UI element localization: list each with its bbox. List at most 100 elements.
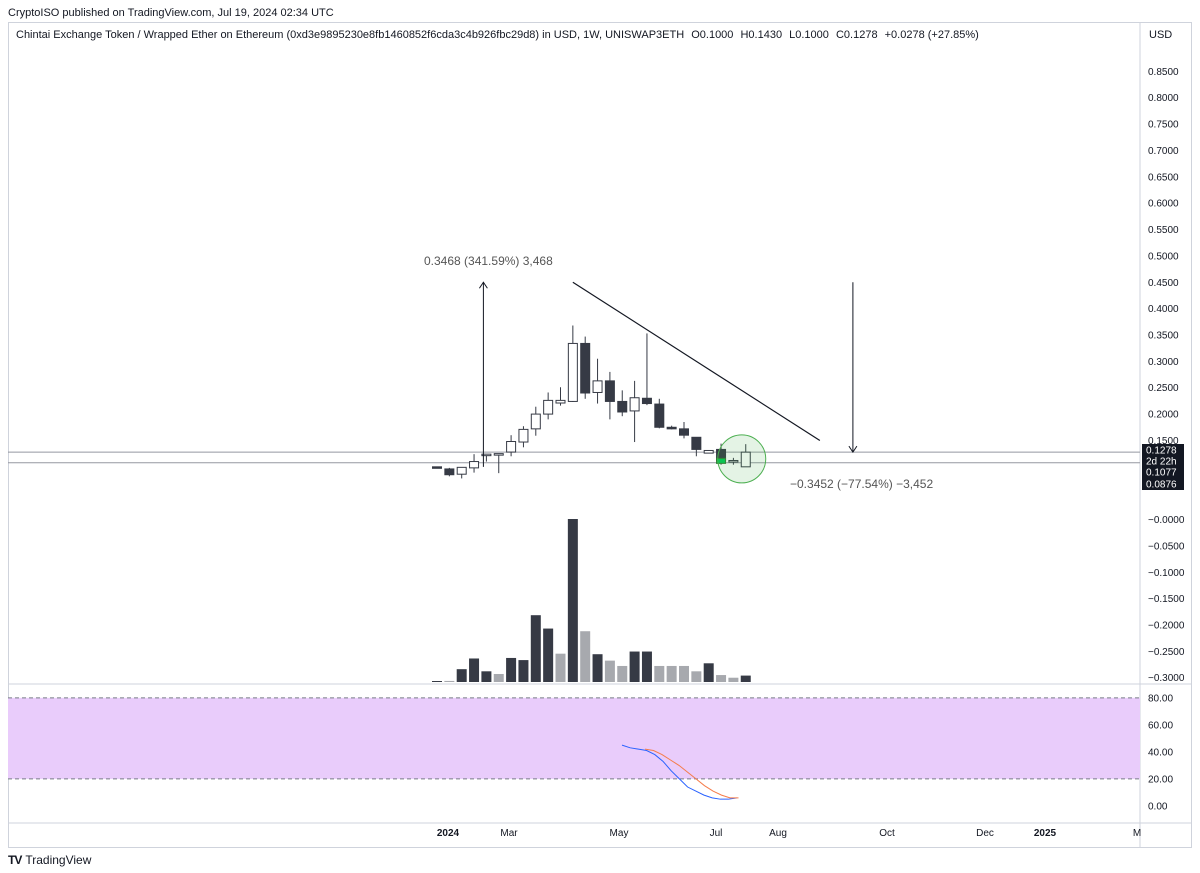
volume-bar — [481, 671, 492, 682]
volume-bar — [691, 671, 702, 682]
price-tick-label: 0.4500 — [1148, 278, 1179, 289]
volume-bar — [469, 658, 480, 682]
time-tick-label: M — [1133, 828, 1141, 839]
price-tick-label: −0.1000 — [1148, 568, 1185, 579]
price-tag-box — [1142, 466, 1184, 478]
descending-trendline — [572, 281, 821, 441]
volume-bar — [580, 631, 591, 682]
highlight-candle-body — [716, 457, 727, 464]
price-tag-label: 2d 22h — [1146, 457, 1177, 468]
time-tick-label: 2024 — [437, 828, 460, 839]
candle-body — [691, 436, 702, 450]
price-tick-label: −0.0500 — [1148, 541, 1185, 552]
candle-body — [740, 451, 751, 468]
up-measure-label: 0.3468 (341.59%) 3,468 — [424, 254, 553, 268]
candle-body — [543, 399, 554, 415]
down-measure-label: −0.3452 (−77.54%) −3,452 — [790, 477, 933, 491]
time-tick-label: Aug — [769, 828, 787, 839]
volume-bar — [592, 654, 603, 682]
price-tick-label: 0.8500 — [1148, 67, 1179, 78]
time-tick-label: Oct — [879, 828, 895, 839]
volume-bar — [703, 663, 714, 682]
volume-bar — [629, 651, 640, 682]
candle-body — [592, 380, 603, 393]
rsi-line — [621, 744, 737, 800]
ohlc-open: O0.1000 — [691, 29, 734, 41]
price-tick-label: 0.4000 — [1148, 304, 1179, 315]
price-tag-label: 0.0876 — [1146, 480, 1177, 491]
rsi-tick-label: 60.00 — [1148, 720, 1173, 731]
volume-bar — [432, 681, 442, 682]
symbol-legend: Chintai Exchange Token / Wrapped Ether o… — [16, 29, 979, 41]
volume-bar — [567, 519, 578, 682]
candle-body — [456, 466, 467, 475]
candle-body — [641, 397, 652, 405]
candle-body — [444, 468, 455, 476]
candle-body — [580, 342, 591, 394]
price-tick-label: −0.2500 — [1148, 647, 1185, 658]
ohlc-high: H0.1430 — [740, 29, 783, 41]
volume-bar — [617, 665, 628, 682]
highlight-circle — [717, 434, 767, 484]
brand-name: TradingView — [25, 853, 92, 867]
price-tick-label: 0.2000 — [1148, 410, 1179, 421]
volume-bar — [506, 657, 517, 682]
time-tick-label: Jul — [710, 828, 723, 839]
volume-bar — [543, 628, 554, 682]
price-tick-label: 0.8000 — [1148, 93, 1179, 104]
candle-body — [654, 403, 665, 428]
up-arrowhead — [478, 281, 488, 289]
volume-bar — [493, 673, 504, 682]
candle-body — [555, 399, 566, 404]
price-tick-label: 0.6000 — [1148, 199, 1179, 210]
price-tag-box — [1142, 444, 1184, 456]
down-arrowhead — [848, 445, 858, 454]
price-tick-label: 0.7000 — [1148, 146, 1179, 157]
volume-bar — [518, 660, 529, 682]
volume-bar — [555, 653, 566, 682]
ohlc-close: C0.1278 — [835, 29, 878, 41]
footer-brand: TV TradingView — [8, 853, 91, 867]
volume-bar — [444, 680, 455, 682]
candle-body — [629, 397, 640, 412]
volume-bar — [604, 660, 615, 682]
volume-bar — [679, 665, 689, 682]
ohlc-low: L0.1000 — [789, 29, 829, 41]
candle-body — [518, 428, 529, 443]
price-tick-label: 0.3500 — [1148, 331, 1179, 342]
published-header: CryptoISO published on TradingView.com, … — [8, 7, 334, 19]
candle-body — [469, 461, 480, 469]
volume-bar — [728, 677, 739, 682]
volume-bar — [530, 615, 541, 682]
volume-bar — [654, 665, 665, 682]
price-tick-label: 0.5000 — [1148, 251, 1179, 262]
volume-bar — [716, 675, 727, 682]
candle-body — [666, 426, 677, 430]
candle-body — [530, 413, 541, 430]
price-tick-label: −0.3000 — [1148, 673, 1185, 684]
time-tick-label: May — [610, 828, 629, 839]
price-tick-label: 0.2500 — [1148, 383, 1179, 394]
price-tag-label: 0.1077 — [1146, 468, 1177, 479]
candle-body — [481, 453, 492, 457]
candle-body — [703, 449, 714, 454]
candle-body — [728, 459, 739, 463]
rsi-tick-label: 80.00 — [1148, 693, 1173, 704]
rsi-tick-label: 0.00 — [1148, 801, 1168, 812]
time-tick-label: Dec — [976, 828, 994, 839]
volume-bar — [456, 669, 467, 682]
symbol-name[interactable]: Chintai Exchange Token / Wrapped Ether o… — [16, 29, 685, 41]
price-tick-label: −0.0000 — [1148, 515, 1185, 526]
ohlc-change: +0.0278 (+27.85%) — [884, 29, 979, 41]
volume-bar — [641, 651, 652, 682]
rsi-ma-line — [644, 748, 739, 799]
rsi-tick-label: 20.00 — [1148, 774, 1173, 785]
time-tick-label: 2025 — [1034, 828, 1057, 839]
candle-body — [604, 380, 615, 402]
tradingview-logo-icon: TV — [8, 853, 22, 867]
rsi-band — [8, 697, 1140, 779]
currency-button[interactable]: USD — [1149, 29, 1173, 41]
candle-body — [617, 400, 628, 413]
price-tick-label: 0.1500 — [1148, 436, 1179, 447]
